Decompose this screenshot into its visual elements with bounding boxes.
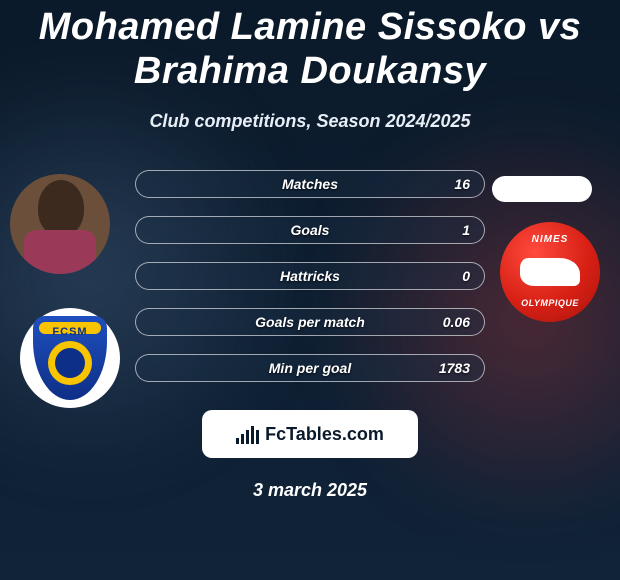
stat-row: Goals 1 [135,216,485,244]
stat-row: Min per goal 1783 [135,354,485,382]
club-badge-sochaux-text: FCSM [33,326,107,338]
subtitle: Club competitions, Season 2024/2025 [0,111,620,132]
stat-row: Goals per match 0.06 [135,308,485,336]
stat-value: 16 [454,176,470,192]
stat-label: Min per goal [269,360,351,376]
stat-value: 0 [462,268,470,284]
brand-text: FcTables.com [265,424,384,445]
bar-segment [236,438,239,444]
stat-label: Matches [282,176,338,192]
stat-label: Goals [291,222,330,238]
player-pill-right [492,176,592,202]
bar-segment [246,430,249,444]
stat-value: 1783 [439,360,470,376]
club-badge-sochaux: FCSM [20,308,120,408]
club-badge-nimes-top: NIMES [500,234,600,245]
bar-segment [256,430,259,444]
club-badge-nimes-bottom: OLYMPIQUE [500,298,600,308]
bars-icon [236,424,259,444]
player-photo-left [10,174,110,274]
stat-row: Hattricks 0 [135,262,485,290]
bar-segment [251,426,254,444]
stat-value: 0.06 [443,314,470,330]
stat-label: Hattricks [280,268,340,284]
stat-value: 1 [462,222,470,238]
club-badge-nimes: NIMES OLYMPIQUE [500,222,600,322]
stats-table: Matches 16 Goals 1 Hattricks 0 Goals per match… [135,170,485,382]
footer-date: 3 march 2025 [0,480,620,501]
stat-label: Goals per match [255,314,365,330]
crocodile-icon [520,258,580,286]
brand-pill: FcTables.com [202,410,418,458]
bar-segment [241,434,244,444]
page-title: Mohamed Lamine Sissoko vs Brahima Doukan… [0,0,620,93]
stat-row: Matches 16 [135,170,485,198]
